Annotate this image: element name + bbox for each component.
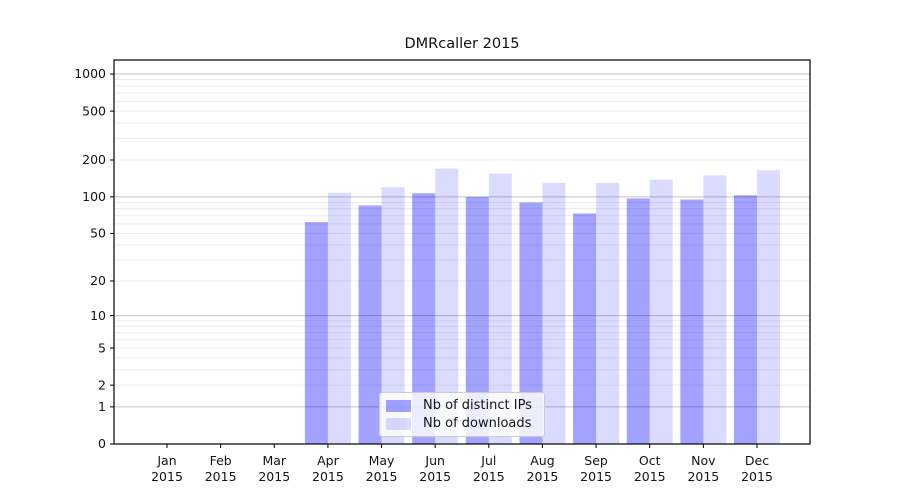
legend-swatch-distinct-ips (386, 399, 411, 412)
y-tick-label-100: 100 (82, 189, 106, 204)
bar-may-downloads (381, 187, 405, 444)
bar-jul-distinct-ips (465, 196, 489, 444)
legend: Nb of distinct IPs Nb of downloads (379, 392, 545, 437)
y-tick-label-50: 50 (90, 226, 106, 241)
bar-may-distinct-ips (358, 205, 382, 444)
x-tick-label-year-jun: 2015 (419, 469, 451, 484)
x-tick-label-year-feb: 2015 (205, 469, 237, 484)
legend-item-distinct-ips: Nb of distinct IPs (386, 398, 538, 413)
y-tick-label-1000: 1000 (74, 66, 106, 81)
x-tick-label-month-nov: Nov (691, 453, 716, 468)
x-tick-label-month-oct: Oct (639, 453, 661, 468)
x-tick-label-year-nov: 2015 (687, 469, 719, 484)
bar-sep-downloads (596, 182, 620, 445)
bar-apr-distinct-ips (304, 222, 328, 444)
x-tick-label-month-dec: Dec (745, 453, 769, 468)
bar-aug-downloads (542, 182, 566, 445)
x-tick-label-month-sep: Sep (584, 453, 608, 468)
bar-oct-downloads (649, 179, 673, 445)
bar-jun-distinct-ips (412, 193, 436, 444)
chart-title: DMRcaller 2015 (404, 36, 520, 52)
x-tick-label-month-apr: Apr (317, 453, 339, 468)
bar-nov-downloads (703, 175, 727, 444)
bar-aug-distinct-ips (519, 202, 543, 444)
y-tick-label-1: 1 (98, 399, 106, 414)
x-tick-label-month-jan: Jan (156, 453, 176, 468)
legend-label-downloads: Nb of downloads (423, 416, 532, 431)
bar-apr-downloads (327, 192, 351, 444)
x-tick-label-month-may: May (369, 453, 395, 468)
bar-dec-distinct-ips (734, 195, 757, 444)
x-tick-label-month-feb: Feb (210, 453, 232, 468)
x-tick-label-month-jul: Jul (480, 453, 496, 468)
bar-jun-downloads (435, 168, 459, 445)
y-tick-label-10: 10 (90, 308, 106, 323)
bar-sep-distinct-ips (573, 213, 597, 444)
x-tick-label-year-jul: 2015 (473, 469, 505, 484)
y-tick-label-2: 2 (98, 377, 106, 392)
y-tick-label-20: 20 (90, 273, 106, 288)
bar-oct-distinct-ips (626, 198, 650, 444)
y-tick-label-200: 200 (82, 152, 106, 167)
plot-frame (113, 59, 811, 445)
x-tick-label-month-jun: Jun (424, 453, 445, 468)
bar-dec-downloads (757, 170, 780, 444)
bar-nov-distinct-ips (680, 199, 704, 444)
x-tick-label-year-mar: 2015 (258, 469, 290, 484)
x-tick-label-year-aug: 2015 (527, 469, 559, 484)
x-tick-label-year-oct: 2015 (634, 469, 666, 484)
x-tick-label-year-jan: 2015 (151, 469, 183, 484)
legend-label-distinct-ips: Nb of distinct IPs (423, 398, 532, 413)
x-tick-label-year-sep: 2015 (580, 469, 612, 484)
y-tick-label-500: 500 (82, 103, 106, 118)
x-tick-label-year-dec: 2015 (741, 469, 773, 484)
legend-swatch-downloads (386, 417, 411, 430)
legend-item-downloads: Nb of downloads (386, 416, 538, 431)
x-tick-label-year-may: 2015 (366, 469, 398, 484)
y-tick-label-0: 0 (98, 436, 106, 451)
x-tick-label-month-aug: Aug (530, 453, 554, 468)
y-tick-label-5: 5 (98, 340, 106, 355)
x-tick-label-year-apr: 2015 (312, 469, 344, 484)
bar-jul-downloads (488, 173, 512, 444)
x-tick-label-month-mar: Mar (262, 453, 286, 468)
